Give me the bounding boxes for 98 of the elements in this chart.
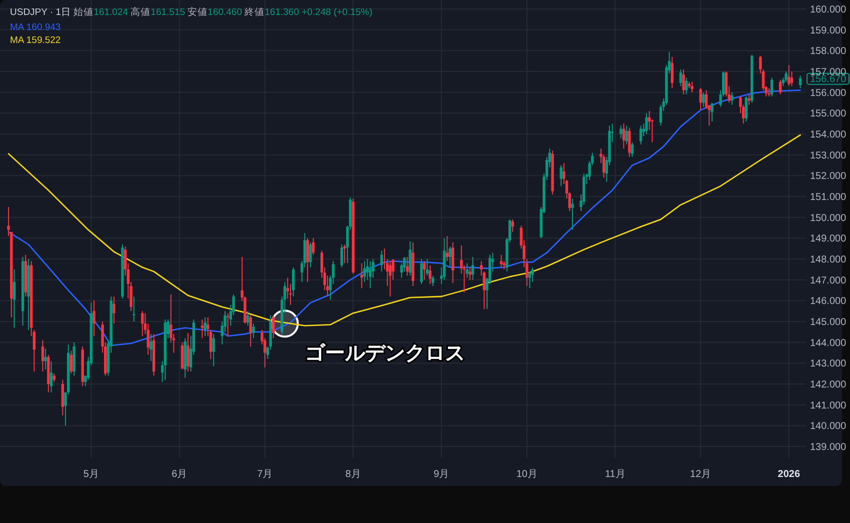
candlestick xyxy=(670,56,674,89)
y-tick-label: 144.000 xyxy=(810,338,847,349)
candlestick xyxy=(451,242,454,284)
candlestick xyxy=(628,127,631,158)
candlestick xyxy=(699,88,702,111)
y-tick-label: 158.000 xyxy=(810,46,847,58)
candlestick xyxy=(204,316,206,337)
candlestick xyxy=(560,164,562,187)
candlestick xyxy=(702,92,705,108)
candlestick xyxy=(380,250,383,272)
y-tick-label: 140.000 xyxy=(810,421,847,432)
candlestick xyxy=(682,68,685,95)
candlestick xyxy=(432,275,434,287)
y-tick-label: 150.000 xyxy=(810,212,847,224)
candlestick xyxy=(744,96,748,122)
y-tick-label: 154.000 xyxy=(810,129,847,140)
candlestick xyxy=(226,312,230,337)
candlestick xyxy=(12,268,16,328)
candlestick xyxy=(306,238,309,282)
x-tick-label: 6月 xyxy=(172,469,188,480)
x-tick-label: 12月 xyxy=(690,469,712,480)
y-tick-label: 152.000 xyxy=(810,171,847,182)
text: 始値161.024 高値161.515 安値160.460 終値161.360 +0.248 (+0.15%) xyxy=(74,7,372,18)
candlestick xyxy=(252,323,255,339)
y-tick-label: 146.000 xyxy=(810,296,847,308)
candlestick xyxy=(340,244,344,268)
candlestick xyxy=(779,79,782,95)
candlestick xyxy=(748,94,750,106)
candlestick xyxy=(212,334,215,367)
y-tick-label: 148.000 xyxy=(810,254,847,266)
candlestick xyxy=(44,348,47,370)
y-tick-label: 139.000 xyxy=(810,442,847,454)
candlestick xyxy=(312,238,315,256)
candlestick xyxy=(790,70,794,87)
y-tick-label: 143.000 xyxy=(810,358,847,370)
x-tick-label: 8月 xyxy=(345,469,361,480)
candlestick xyxy=(186,332,190,372)
candlestick xyxy=(468,266,472,280)
candlestick xyxy=(363,260,366,282)
candlestick xyxy=(408,240,412,276)
candlestick xyxy=(639,125,642,145)
candlestick xyxy=(200,318,204,339)
candlestick xyxy=(92,300,96,337)
candlestick xyxy=(50,360,53,393)
candlestick xyxy=(571,198,574,230)
candlestick xyxy=(360,262,364,289)
candlestick xyxy=(710,102,714,122)
candlestick xyxy=(420,258,423,285)
candlestick xyxy=(141,310,144,337)
line-series xyxy=(8,134,801,326)
y-tick-label: 141.000 xyxy=(810,400,847,412)
y-tick-label: 147.000 xyxy=(810,275,847,286)
text: MA 160.943 xyxy=(10,22,61,33)
candlestick xyxy=(679,68,682,87)
candlestick xyxy=(423,260,426,280)
candlestick xyxy=(428,264,432,285)
candlestick xyxy=(730,92,734,106)
candlestick xyxy=(132,296,136,322)
candlestick xyxy=(249,314,252,348)
x-tick-label: 2026 xyxy=(778,469,800,480)
x-tick-label: 7月 xyxy=(257,469,273,480)
candlestick xyxy=(41,340,44,372)
y-tick-label: 149.000 xyxy=(810,234,847,245)
y-tick-label: 155.000 xyxy=(810,108,847,120)
x-tick-label: 5月 xyxy=(83,469,99,480)
x-tick-label: 11月 xyxy=(604,469,626,480)
candlestick xyxy=(645,112,648,134)
candlestick xyxy=(784,70,788,82)
y-tick-label: 156.000 xyxy=(810,88,847,99)
y-tick-label: 142.000 xyxy=(810,380,847,391)
annotation: ゴールデンクロス xyxy=(304,342,465,365)
candlestick xyxy=(292,266,295,298)
candlestick xyxy=(272,314,275,339)
text: USDJPY · 1日 xyxy=(10,7,74,18)
candlestick xyxy=(690,81,694,93)
x-tick-label: 9月 xyxy=(434,469,450,480)
candlestick xyxy=(630,142,634,158)
candlestick xyxy=(61,379,64,416)
candlestick xyxy=(309,242,312,268)
candlestick xyxy=(180,342,184,370)
candlestick xyxy=(70,350,73,374)
x-tick-label: 10月 xyxy=(516,469,538,480)
y-tick-label: 160.000 xyxy=(810,4,847,16)
candlestick xyxy=(798,75,802,89)
candlestick xyxy=(112,296,116,324)
candlestick xyxy=(448,246,452,268)
candlestick xyxy=(788,64,790,87)
text: MA 159.522 xyxy=(10,35,61,46)
candlestick xyxy=(150,334,152,362)
candlestick xyxy=(770,77,774,97)
candlestick xyxy=(528,271,532,289)
y-tick-label: 153.000 xyxy=(810,150,847,162)
candlestick xyxy=(466,262,468,278)
y-tick-label: 151.000 xyxy=(810,192,847,203)
candlestick xyxy=(768,88,770,97)
candlestick xyxy=(625,125,628,145)
y-tick-label: 145.000 xyxy=(810,317,847,328)
y-tick-label: 159.000 xyxy=(810,25,847,36)
